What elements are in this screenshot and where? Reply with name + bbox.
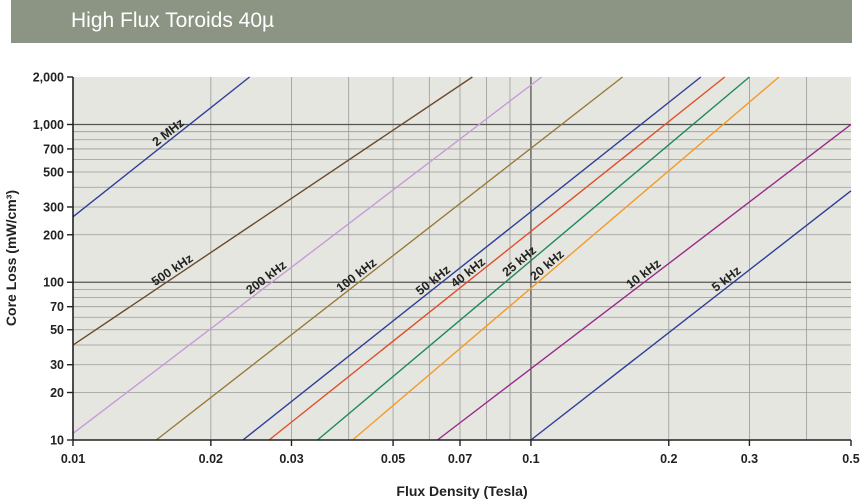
y-tick-label: 200	[43, 228, 64, 242]
x-tick-label: 0.02	[199, 452, 223, 466]
series-line	[317, 76, 750, 441]
x-tick-label: 0.1	[522, 452, 539, 466]
y-tick-label: 20	[50, 386, 64, 400]
series-line	[155, 76, 623, 441]
chart-title: High Flux Toroids 40µ	[71, 9, 275, 32]
y-tick-label: 500	[43, 165, 64, 179]
y-tick-label: 2,000	[33, 71, 64, 85]
series-line	[352, 76, 780, 441]
x-tick-label: 0.03	[279, 452, 303, 466]
y-tick-label: 30	[50, 358, 64, 372]
series-line	[72, 76, 473, 346]
title-banner: High Flux Toroids 40µ	[11, 0, 852, 43]
series-line	[530, 190, 852, 441]
y-tick-label: 70	[50, 300, 64, 314]
series-line	[268, 76, 726, 441]
y-tick-label: 50	[50, 323, 64, 337]
series-line	[72, 76, 542, 435]
y-tick-label: 1,000	[33, 118, 64, 132]
x-tick-label: 0.2	[660, 452, 677, 466]
x-axis-label: Flux Density (Tesla)	[396, 483, 527, 499]
axes: 10 20 30 50 70 100 200 300 500 700 1,000 2,000 0.01 0…	[33, 71, 860, 467]
series-line	[72, 76, 251, 218]
grid-lines	[73, 77, 851, 440]
x-tick-label: 0.07	[448, 452, 472, 466]
x-tick-label: 0.05	[381, 452, 405, 466]
series-line	[437, 123, 852, 441]
series-lines	[72, 76, 852, 441]
y-tick-label: 100	[43, 276, 64, 290]
x-tick-label: 0.01	[61, 452, 85, 466]
x-tick-label: 0.3	[741, 452, 758, 466]
series-line	[242, 76, 702, 441]
x-tick-label: 0.5	[842, 452, 859, 466]
y-tick-label: 10	[50, 434, 64, 448]
y-axis-label: Core Loss (mW/cm³)	[3, 190, 19, 326]
y-tick-label: 300	[43, 200, 64, 214]
y-tick-label: 700	[43, 142, 64, 156]
